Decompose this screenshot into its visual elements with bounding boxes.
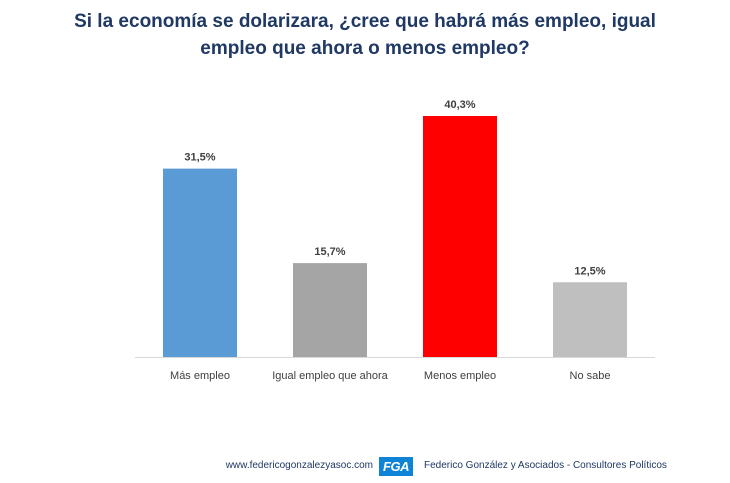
footer-firm-name: Federico González y Asociados - Consulto… (424, 460, 667, 471)
chart-title-line-2: empleo que ahora o menos empleo? (200, 38, 530, 59)
data-label-4: 12,5% (574, 265, 605, 277)
category-label-4: No sabe (570, 370, 611, 382)
chart-title: Si la economía se dolarizara, ¿cree que … (40, 8, 690, 62)
bar-1 (163, 168, 237, 357)
category-label-3: Menos empleo (424, 370, 496, 382)
bar-2 (293, 263, 367, 357)
category-label-1: Más empleo (170, 370, 230, 382)
fga-logo-icon: FGA (379, 457, 413, 476)
category-label-2: Igual empleo que ahora (272, 370, 388, 382)
data-label-1: 31,5% (184, 152, 215, 164)
bar-chart: 31,5% Más empleo 15,7% Igual empleo que aho… (135, 99, 655, 382)
bar-4 (553, 282, 627, 357)
bar-3 (423, 116, 497, 357)
data-label-3: 40,3% (444, 99, 475, 111)
footer: www.federicogonzalezyasoc.com FGA Federi… (0, 456, 730, 478)
data-label-2: 15,7% (314, 246, 345, 258)
chart-title-line-1: Si la economía se dolarizara, ¿cree que … (74, 11, 656, 32)
footer-website-link[interactable]: www.federicogonzalezyasoc.com (225, 460, 373, 471)
